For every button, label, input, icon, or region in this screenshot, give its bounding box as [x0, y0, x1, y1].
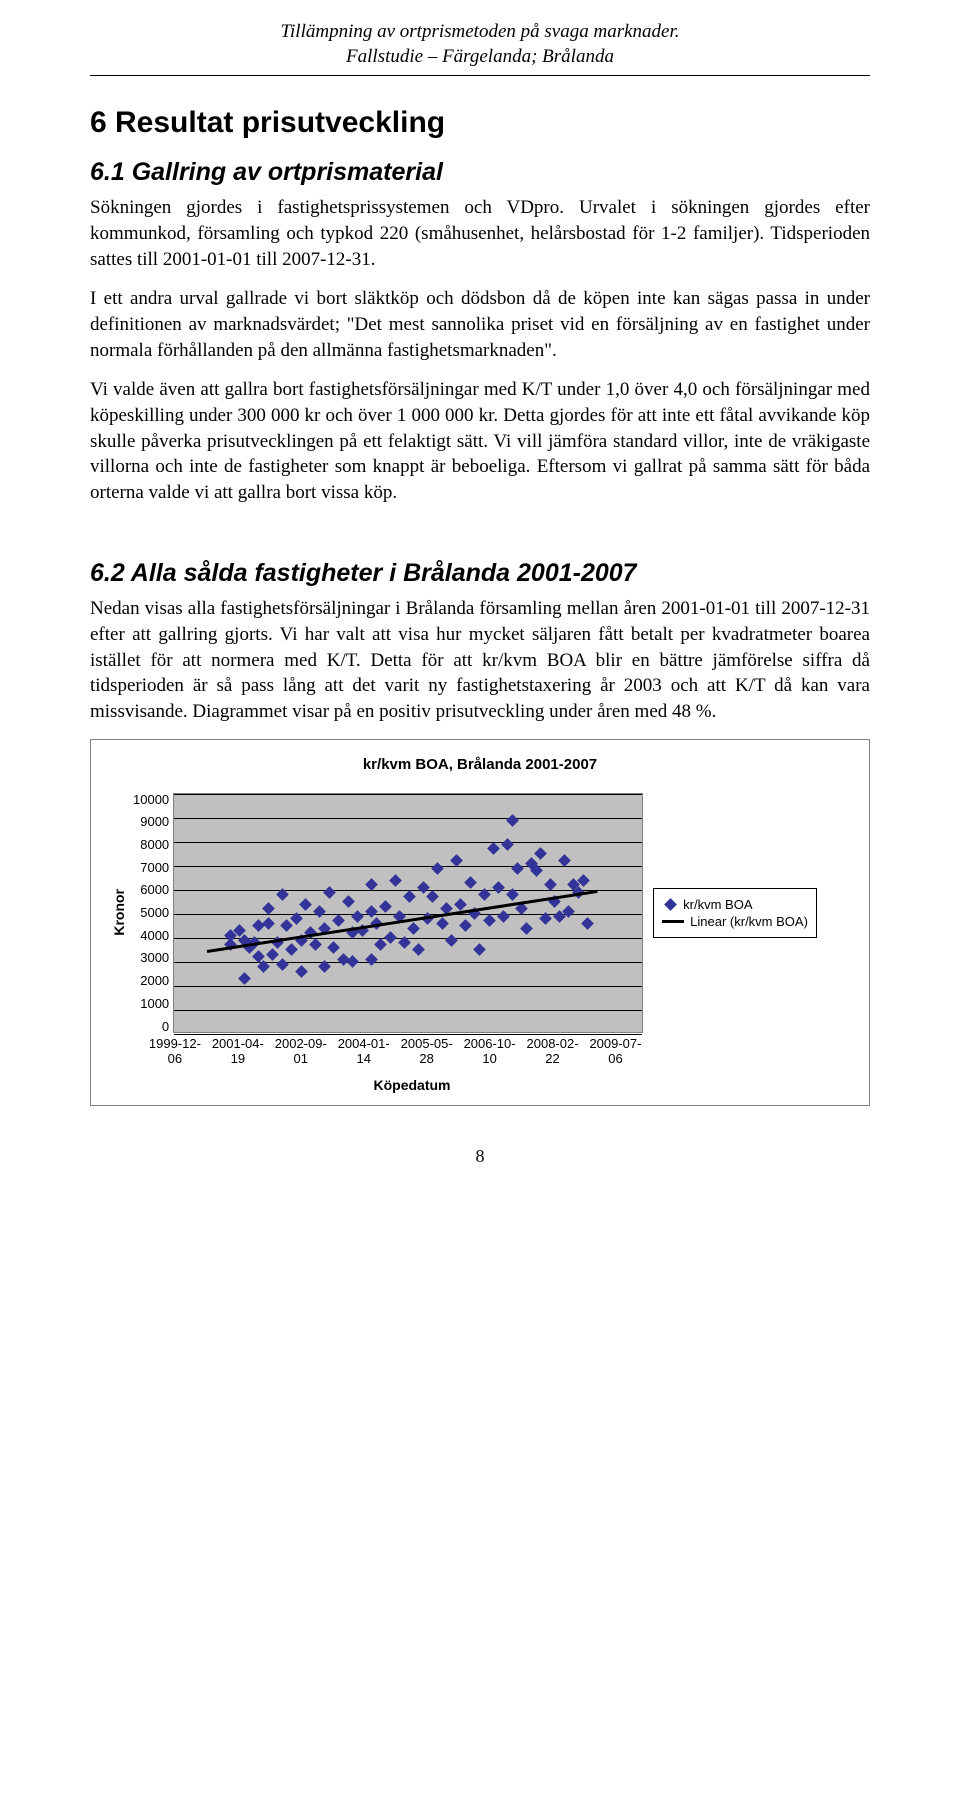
header-line1: Tillämpning av ortprismetoden på svaga m… [90, 20, 870, 45]
xtick-label: 2001-04-19 [206, 1037, 269, 1067]
xtick-label: 2005-05-28 [395, 1037, 458, 1067]
legend-line-icon [662, 920, 684, 923]
legend-trend-label: Linear (kr/kvm BOA) [690, 914, 808, 929]
chart-xticks: 1999-12-062001-04-192002-09-012004-01-14… [177, 1037, 647, 1067]
chart-frame: kr/kvm BOA, Brålanda 2001-2007 Kronor 10… [90, 739, 870, 1106]
page-number: 8 [90, 1146, 870, 1167]
chart-ylabel: Kronor [111, 889, 127, 936]
ytick-label: 10000 [133, 793, 169, 806]
xtick-label: 2006-10-10 [458, 1037, 521, 1067]
ytick-label: 6000 [140, 883, 169, 896]
xtick-label: 2008-02-22 [521, 1037, 584, 1067]
legend-series-label: kr/kvm BOA [683, 897, 752, 912]
ytick-label: 2000 [140, 974, 169, 987]
chart-legend: kr/kvm BOA Linear (kr/kvm BOA) [653, 888, 817, 938]
heading-6: 6 Resultat prisutveckling [90, 106, 870, 140]
para-6-1-c: Vi valde även att gallra bort fastighets… [90, 377, 870, 505]
xtick-label: 2009-07-06 [584, 1037, 647, 1067]
xtick-label: 2002-09-01 [269, 1037, 332, 1067]
ytick-label: 0 [162, 1020, 169, 1033]
ytick-label: 8000 [140, 838, 169, 851]
xtick-label: 2004-01-14 [332, 1037, 395, 1067]
ytick-label: 1000 [140, 997, 169, 1010]
chart-yticks: 1000090008000700060005000400030002000100… [133, 793, 169, 1033]
chart-title: kr/kvm BOA, Brålanda 2001-2007 [111, 756, 849, 773]
para-6-1-a: Sökningen gjordes i fastighetsprissystem… [90, 195, 870, 272]
ytick-label: 4000 [140, 929, 169, 942]
heading-6-2: 6.2 Alla sålda fastigheter i Brålanda 20… [90, 559, 870, 588]
ytick-label: 3000 [140, 951, 169, 964]
legend-trend: Linear (kr/kvm BOA) [662, 914, 808, 929]
heading-6-1: 6.1 Gallring av ortprismaterial [90, 158, 870, 187]
ytick-label: 9000 [140, 815, 169, 828]
chart-xlabel: Köpedatum [177, 1077, 647, 1093]
header-rule [90, 75, 870, 76]
para-6-1-b: I ett andra urval gallrade vi bort släkt… [90, 286, 870, 363]
legend-series: kr/kvm BOA [662, 897, 808, 912]
ytick-label: 5000 [140, 906, 169, 919]
running-header: Tillämpning av ortprismetoden på svaga m… [90, 20, 870, 69]
header-line2: Fallstudie – Färgelanda; Brålanda [90, 45, 870, 70]
xtick-label: 1999-12-06 [143, 1037, 206, 1067]
ytick-label: 7000 [140, 861, 169, 874]
legend-marker-icon [664, 898, 677, 911]
para-6-2-a: Nedan visas alla fastighetsförsäljningar… [90, 596, 870, 724]
chart-plot-area [173, 793, 643, 1033]
